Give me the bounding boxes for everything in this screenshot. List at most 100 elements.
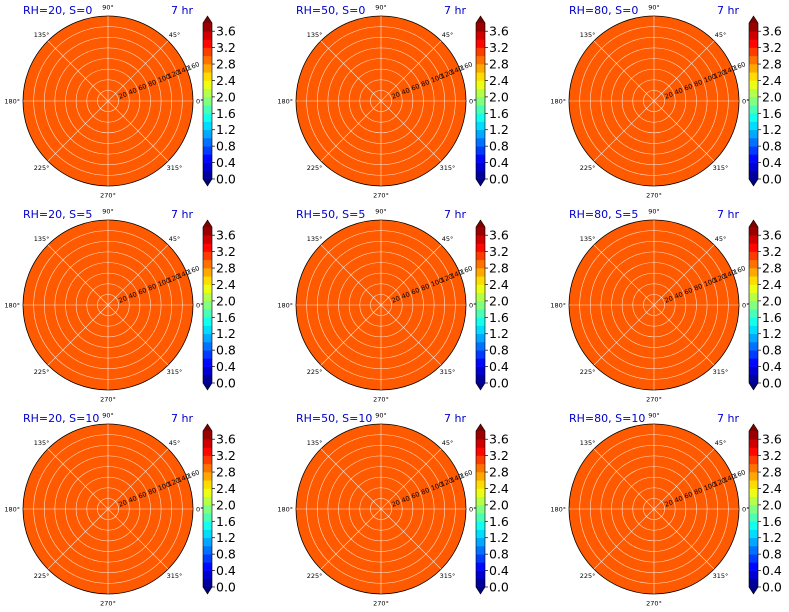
angular-tick-label: 180° — [277, 506, 293, 514]
colorbar-tick-label: 0.8 — [216, 139, 236, 154]
angular-tick-label: 135° — [307, 31, 323, 39]
angular-tick-label: 0° — [469, 506, 476, 514]
colorbar-tick-label: 3.6 — [762, 228, 782, 243]
colorbar-band — [476, 341, 485, 351]
colorbar-band — [476, 447, 485, 456]
radial-tick-label: 80 — [420, 486, 431, 497]
angular-gridline — [380, 448, 442, 510]
colorbar-band — [203, 447, 212, 456]
colorbar-band — [203, 129, 212, 139]
colorbar-band — [203, 235, 212, 244]
colorbar-tick-label: 0.0 — [489, 376, 509, 391]
colorbar-band — [203, 350, 212, 359]
colorbar-band — [203, 431, 212, 440]
colorbar-tick-label: 0.8 — [216, 343, 236, 358]
angular-tick-label: 45° — [169, 31, 181, 39]
panel-title: RH=50, S=5 — [296, 208, 365, 221]
panel-time-label: 7 hr — [171, 412, 193, 425]
angular-gridline — [47, 508, 109, 570]
colorbar-band — [749, 55, 758, 65]
colorbar-band — [203, 105, 212, 114]
colorbar-band — [203, 358, 212, 367]
colorbar-band — [749, 251, 758, 261]
colorbar-tick-label: 2.4 — [762, 481, 782, 496]
radial-tick-label: 160 — [186, 264, 201, 276]
angular-gridline — [107, 244, 169, 306]
colorbar-extend-min — [749, 383, 758, 390]
panel-time-label: 7 hr — [444, 208, 466, 221]
colorbar-band — [203, 64, 212, 73]
colorbar-band — [476, 309, 485, 318]
colorbar-tick-label: 2.8 — [489, 57, 509, 72]
colorbar-band — [203, 284, 212, 293]
colorbar-band — [203, 325, 212, 335]
polar-panel: RH=80, S=5 7 hr 0° 45° 90° 135° 180° 225° 270° 31… — [550, 208, 782, 404]
colorbar-tick-label: 1.6 — [216, 106, 236, 121]
colorbar-band — [476, 472, 485, 481]
colorbar-band — [203, 47, 212, 57]
panel-time-label: 7 hr — [444, 412, 466, 425]
angular-gridline — [653, 244, 715, 306]
colorbar-band — [203, 88, 212, 98]
angular-gridline — [653, 508, 715, 570]
radial-tick-label: 160 — [459, 60, 474, 72]
colorbar-band — [476, 300, 485, 310]
angular-tick-label: 180° — [277, 98, 293, 106]
panel-time-label: 7 hr — [444, 4, 466, 17]
angular-gridline — [593, 100, 655, 162]
radial-tick-label: 60 — [137, 286, 148, 297]
angular-gridline — [320, 304, 382, 366]
angular-tick-label: 315° — [713, 572, 729, 580]
angular-tick-label: 270° — [373, 192, 389, 200]
colorbar-band — [476, 554, 485, 563]
angular-gridline — [320, 508, 382, 570]
colorbar-band — [749, 333, 758, 343]
colorbar-extend-min — [476, 587, 485, 594]
polar-panel: RH=20, S=0 7 hr 0° 45° 90° 135° 180° 225° 270° 31… — [4, 4, 236, 200]
colorbar-band — [203, 554, 212, 563]
angular-tick-label: 225° — [307, 368, 323, 376]
angular-gridline — [107, 40, 169, 102]
colorbar-tick-label: 2.4 — [216, 277, 236, 292]
angular-gridline — [593, 508, 655, 570]
angular-tick-label: 180° — [550, 98, 566, 106]
colorbar-band — [203, 480, 212, 489]
panel-time-label: 7 hr — [717, 4, 739, 17]
colorbar-extend-min — [476, 179, 485, 186]
colorbar-tick-label: 0.4 — [216, 359, 236, 374]
angular-gridline — [380, 244, 442, 306]
radial-tick-label: 60 — [410, 286, 421, 297]
colorbar-tick-label: 2.8 — [216, 465, 236, 480]
colorbar-band — [476, 463, 485, 473]
colorbar-band — [476, 227, 485, 236]
panel-title: RH=80, S=0 — [569, 4, 638, 17]
colorbar-band — [476, 154, 485, 163]
colorbar-tick-label: 0.0 — [762, 172, 782, 187]
colorbar-band — [749, 39, 758, 48]
colorbar-band — [749, 31, 758, 40]
colorbar-band — [203, 154, 212, 163]
colorbar-band — [203, 463, 212, 473]
panel-time-label: 7 hr — [171, 4, 193, 17]
angular-tick-label: 270° — [373, 600, 389, 608]
colorbar-band — [749, 447, 758, 456]
colorbar-band — [203, 251, 212, 261]
radial-tick-label: 20 — [118, 498, 129, 509]
colorbar-band — [749, 529, 758, 539]
colorbar-band — [476, 121, 485, 131]
angular-tick-label: 180° — [277, 302, 293, 310]
colorbar-band — [476, 276, 485, 285]
radial-tick-label: 160 — [459, 468, 474, 480]
colorbar-tick-label: 3.2 — [489, 40, 509, 55]
angular-tick-label: 135° — [580, 235, 596, 243]
colorbar-band — [749, 309, 758, 318]
radial-tick-label: 80 — [147, 486, 158, 497]
colorbar-band — [476, 578, 485, 588]
angular-tick-label: 135° — [307, 439, 323, 447]
colorbar-extend-max — [203, 424, 212, 431]
colorbar-tick-label: 1.2 — [489, 530, 509, 545]
panel-time-label: 7 hr — [717, 208, 739, 221]
colorbar-tick-label: 3.6 — [489, 228, 509, 243]
radial-tick-label: 40 — [673, 290, 684, 301]
colorbar-band — [749, 455, 758, 465]
